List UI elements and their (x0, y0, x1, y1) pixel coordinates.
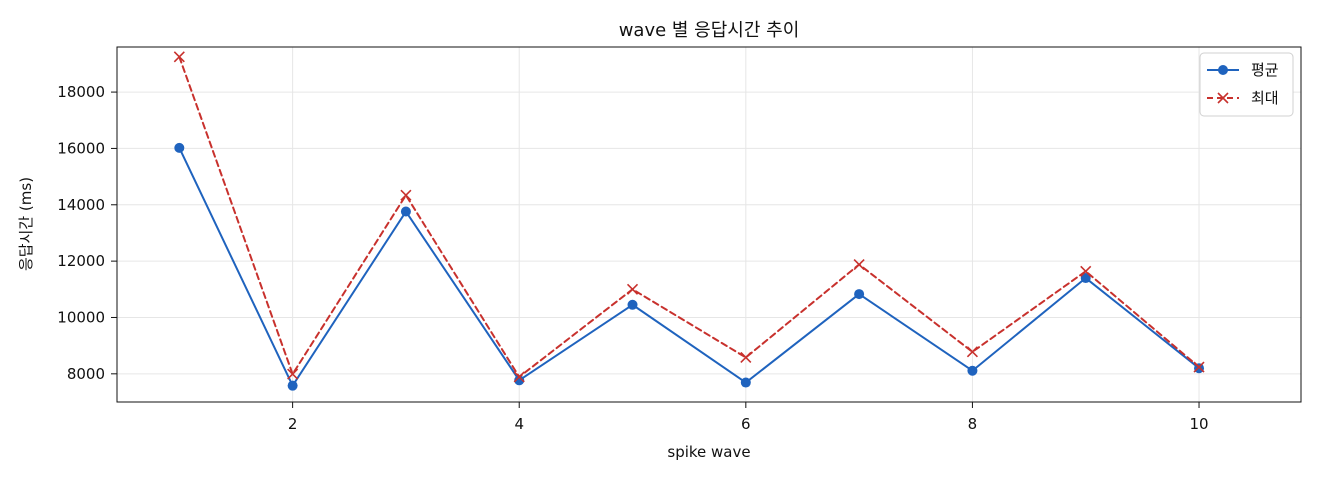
plot-frame (116, 46, 1302, 403)
series-0-point-6 (854, 289, 865, 300)
series-1-point-4 (626, 283, 639, 295)
x-tick-label-3: 8 (968, 415, 978, 433)
series-1-point-5 (740, 351, 752, 364)
legend-label-average: 평균 (1251, 61, 1279, 79)
y-tick-label-2: 12000 (57, 252, 105, 270)
series-1-point-3 (513, 371, 525, 383)
chart-title: wave 별 응답시간 추이 (619, 20, 800, 41)
series-0-point-4 (627, 299, 638, 310)
x-tick-label-1: 4 (514, 415, 524, 433)
axis-layer: 2 4 6 8 10 8000 10000 12000 14000 16000 18000 (57, 46, 1302, 433)
y-tick-label-3: 14000 (57, 196, 105, 214)
series-line-1 (178, 55, 1201, 378)
legend: 평균 최대 (1199, 52, 1294, 117)
series-0-point-3 (514, 375, 525, 386)
series-1-point-7 (966, 346, 978, 358)
grid-layer (117, 47, 1301, 402)
y-tick-label-5: 18000 (57, 83, 105, 101)
legend-marker-maximum (1217, 92, 1229, 104)
x-tick-label-0: 2 (288, 415, 298, 433)
series-1-point-6 (853, 258, 865, 271)
x-tick-label-2: 6 (741, 415, 751, 433)
y-tick-label-4: 16000 (57, 139, 105, 157)
y-axis-label: 응답시간 (ms) (17, 177, 35, 271)
series-0-point-0 (174, 142, 185, 153)
legend-box (1199, 52, 1294, 117)
series-0-point-1 (287, 380, 298, 391)
series-1-point-1 (287, 368, 299, 380)
series-0-point-7 (967, 365, 978, 376)
x-axis-label: spike wave (667, 443, 750, 461)
series-0-point-5 (740, 377, 751, 388)
legend-marker-average (1218, 65, 1228, 75)
y-tick-label-0: 8000 (67, 365, 105, 383)
series-1-point-8 (1080, 265, 1092, 277)
series-layer (173, 51, 1205, 391)
series-1-point-2 (400, 189, 412, 201)
y-tick-label-1: 10000 (57, 308, 105, 326)
series-line-0 (178, 146, 1201, 387)
series-0-point-8 (1080, 273, 1091, 284)
series-1-point-0 (173, 51, 185, 63)
series-0-point-2 (400, 206, 411, 217)
x-tick-label-4: 10 (1189, 415, 1208, 433)
legend-label-maximum: 최대 (1251, 89, 1279, 107)
series-1-point-9 (1193, 361, 1205, 373)
